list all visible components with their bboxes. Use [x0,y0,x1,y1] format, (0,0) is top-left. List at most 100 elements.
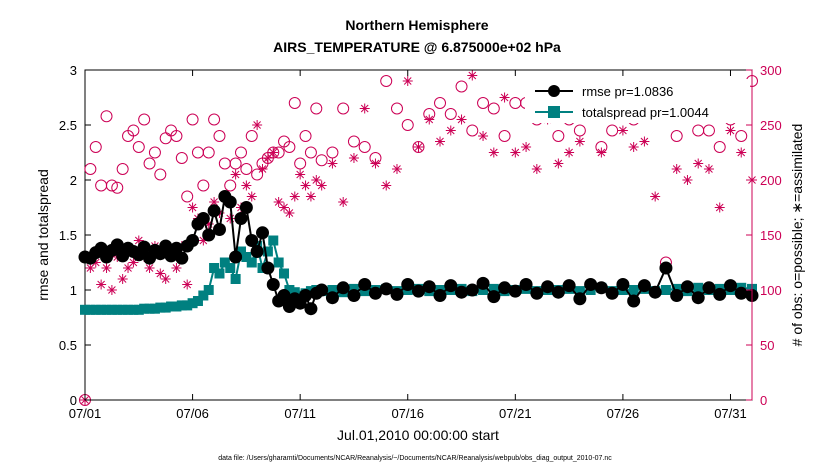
x-axis: 07/01 07/06 07/11 07/16 07/21 07/26 07/31 [69,70,747,421]
y-tick-label: 0 [70,393,77,408]
x-tick-label: 07/11 [284,406,316,421]
rmse-point [347,289,361,302]
totalspread-point [574,286,585,297]
obs-assimilated-point [714,202,725,213]
rmse-layer [78,190,759,316]
rmse-point [530,286,544,300]
obs-possible-point [111,181,124,194]
totalspread-point [90,304,101,315]
x-tick-label: 07/06 [176,406,209,421]
totalspread-point [123,304,134,315]
y2-tick-label: 200 [760,173,782,188]
rmse-point [551,285,565,299]
obs-assimilated-point [160,274,171,284]
totalspread-point [96,304,107,315]
rmse-point [594,281,608,295]
obs-possible-point [127,124,140,137]
obs-possible-point [455,80,468,93]
rmse-point [229,250,243,264]
y2-tick-label: 150 [760,228,782,243]
obs-possible-point [186,113,199,126]
x-tick-label: 07/26 [607,406,640,421]
obs-assimilated-point [300,180,311,191]
legend-rmse-marker [548,85,560,97]
obs-possible-point [132,141,145,153]
obs-possible-point [283,141,296,153]
rmse-point [261,261,275,275]
totalspread-point [117,304,128,315]
y-tick-label: 2.5 [59,118,77,133]
totalspread-point [219,257,230,268]
obs-assimilated-point [241,180,252,191]
totalspread-point [198,290,209,301]
y-tick-label: 0.5 [59,338,77,353]
totalspread-point [187,298,198,309]
totalspread-point [203,285,214,295]
obs-possible-point [347,135,360,148]
rmse-point [159,239,173,253]
obs-possible-point [224,179,237,192]
y-axis-label-left: rmse and totalspread [35,169,51,301]
y-axis-label-right: # of obs: o=possible; ∗=assimilated [789,124,805,347]
chart-title: Northern Hemisphere [345,17,488,33]
rmse-point [713,287,727,301]
rmse-point [541,280,555,294]
rmse-point [207,204,221,218]
totalspread-point [289,287,300,298]
obs-assimilated-point [736,147,747,158]
totalspread-point [230,274,241,284]
obs-assimilated-point [338,197,349,207]
obs-possible-point [89,141,102,153]
obs-assimilated-point [187,202,198,213]
totalspread-point [268,235,279,246]
totalspread-point [235,246,246,257]
rmse-point [110,238,124,252]
rmse-point [358,278,372,291]
legend-box [525,79,750,123]
obs-possible-point [143,157,156,170]
totalspread-point [478,285,489,295]
obs-assimilated-point [370,158,381,169]
obs-assimilated-point [305,191,316,202]
obs-assimilated-point [488,147,499,158]
obs-possible-point [251,168,264,181]
totalspread-point [359,286,370,297]
obs-possible-point [337,102,350,115]
obs-assimilated-point [478,131,489,141]
x-tick-label: 07/01 [69,406,102,421]
obs-possible-point [401,119,414,131]
totalspread-point [693,282,704,293]
obs-assimilated-point [295,169,306,180]
obs-assimilated-point [413,142,424,152]
obs-possible-point [487,102,500,115]
y2-tick-label: 0 [760,393,767,408]
totalspread-point [80,304,90,315]
obs-possible-point [154,168,167,181]
rmse-point [245,234,259,247]
totalspread-point [225,263,236,273]
rmse-point [422,280,436,294]
obs-possible-point [148,146,161,159]
y-tick-label: 2 [70,173,77,188]
totalspread-point [209,263,220,273]
totalspread-point [85,304,96,315]
obs-possible-point [267,146,280,159]
obs-possible-point [197,179,210,192]
totalspread-point [101,304,112,315]
rmse-point [169,241,183,255]
obs-assimilated-point [402,76,413,86]
obs-possible-point [444,108,457,120]
obs-assimilated-point [101,263,112,273]
obs-assimilated-point [171,263,182,273]
obs-possible-point [390,102,403,115]
totalspread-point [182,300,193,311]
totalspread-point [176,300,187,311]
x-tick-label: 07/16 [391,406,424,421]
obs-assimilated-point [225,213,236,224]
rmse-point [584,278,598,291]
obs-assimilated-point [252,120,263,130]
rmse-point [573,292,587,306]
rmse-point [616,278,630,291]
rmse-point [336,281,350,295]
